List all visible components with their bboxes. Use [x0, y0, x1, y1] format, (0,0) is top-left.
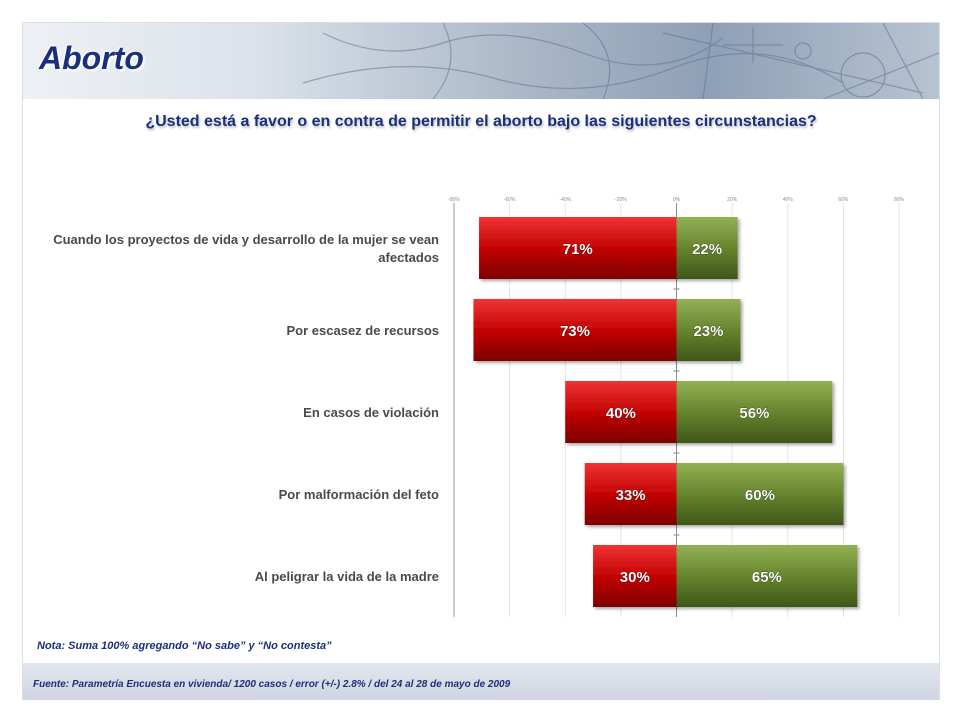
source-bar: Fuente: Parametría Encuesta en vivienda/…: [23, 663, 939, 700]
data-label-favor-0: 22%: [692, 241, 722, 258]
x-tick-label: -60%: [504, 197, 516, 203]
slide: Aborto ¿Usted está a favor o en contra d…: [22, 22, 940, 700]
data-label-contra-4: 30%: [620, 569, 650, 586]
data-label-favor-1: 23%: [693, 323, 723, 340]
bar-contra-4: [593, 545, 677, 607]
category-label-2: En casos de violación: [303, 405, 439, 420]
chart-question: ¿Usted está a favor o en contra de permi…: [145, 113, 817, 130]
bar-contra-1: [473, 299, 677, 361]
bar-contra-0: [479, 217, 677, 279]
bar-favor-2: [676, 381, 833, 443]
header-banner: Aborto: [23, 23, 939, 99]
x-tick-label: 20%: [727, 197, 738, 203]
bar-favor-0: [676, 217, 738, 279]
footnote: Nota: Suma 100% agregando “No sabe” y “N…: [37, 640, 332, 652]
x-tick-label: -80%: [448, 197, 460, 203]
category-label-1: Por escasez de recursos: [286, 323, 439, 338]
data-label-contra-3: 33%: [616, 487, 646, 504]
category-label-4: Al peligrar la vida de la madre: [254, 569, 439, 584]
banner-texture: [302, 23, 939, 99]
bar-chart: -80% -60% -40% -20% 0% 20% 40% 60% 80% 71% 22% 73%…: [448, 197, 905, 617]
data-label-favor-3: 60%: [745, 487, 775, 504]
data-label-favor-4: 65%: [752, 569, 782, 586]
category-label-3: Por malformación del feto: [278, 487, 439, 502]
bar-contra-3: [584, 463, 677, 525]
page-title: Aborto: [39, 40, 144, 76]
x-tick-label: -20%: [615, 197, 627, 203]
data-label-contra-1: 73%: [560, 323, 590, 340]
data-label-contra-2: 40%: [606, 405, 636, 422]
x-tick-label: 40%: [783, 197, 794, 203]
x-tick-label: 0%: [673, 197, 681, 203]
bar-favor-3: [676, 463, 844, 525]
x-tick-label: 80%: [894, 197, 905, 203]
x-tick-label: -40%: [559, 197, 571, 203]
x-tick-label: 60%: [838, 197, 849, 203]
bar-favor-1: [676, 299, 741, 361]
category-label-0: Cuando los proyectos de vida y desarroll…: [53, 232, 439, 265]
bar-favor-4: [676, 545, 858, 607]
bar-contra-2: [565, 381, 677, 443]
data-label-favor-2: 56%: [739, 405, 769, 422]
source-text: Fuente: Parametría Encuesta en vivienda/…: [33, 679, 511, 690]
data-label-contra-0: 71%: [563, 241, 593, 258]
